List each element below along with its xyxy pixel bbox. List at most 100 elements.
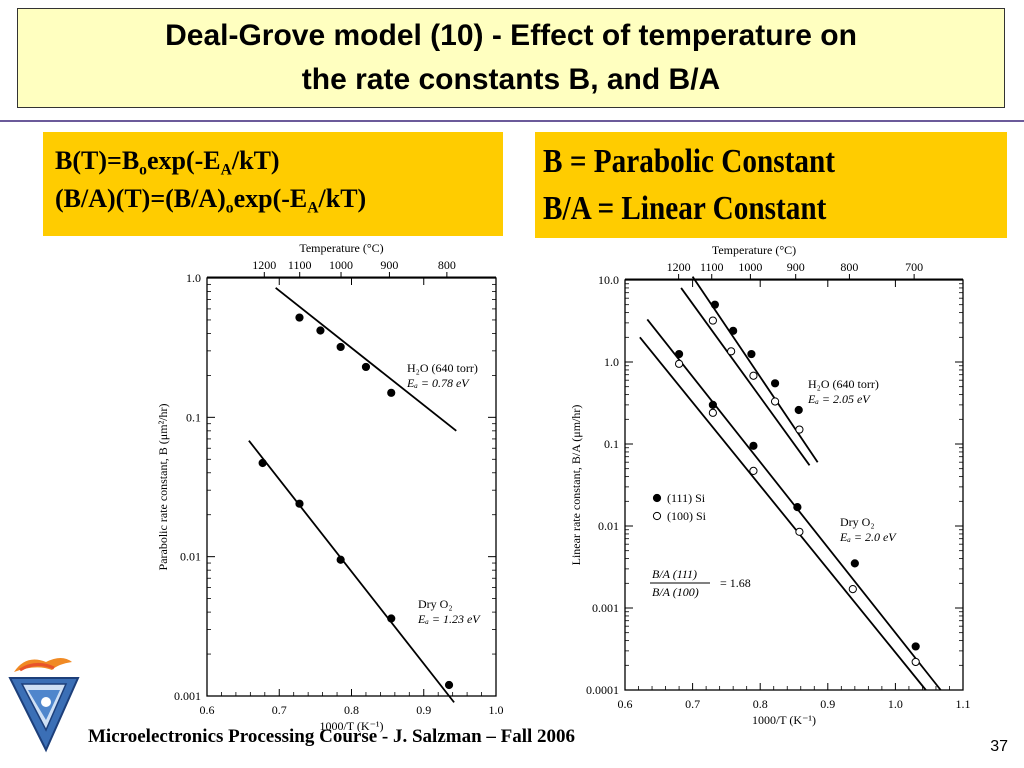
y-tick-label: 1.0 [604, 355, 619, 369]
data-point-open [708, 316, 717, 325]
title-line-1: Deal-Grove model (10) - Effect of temper… [165, 19, 857, 52]
data-point-filled [336, 555, 345, 564]
data-point-filled [794, 405, 803, 415]
slide-number: 37 [990, 738, 1008, 755]
top-tick-label: 1100 [700, 260, 724, 274]
series-annotation-energy: Eₐ = 2.0 eV [839, 530, 897, 544]
x-tick-label: 1.0 [489, 703, 504, 717]
y-axis-label: Parabolic rate constant, B (μm²/hr) [156, 404, 170, 571]
top-tick-label: 1200 [252, 258, 276, 272]
fit-line [248, 440, 455, 703]
data-point-open [848, 585, 857, 594]
top-tick-label: 900 [380, 258, 398, 272]
equation-b: B(T)=Boexp(-EA/kT) [55, 142, 503, 180]
top-tick-label: 1000 [738, 260, 762, 274]
equations-box: B(T)=Boexp(-EA/kT) (B/A)(T)=(B/A)oexp(-E… [43, 132, 503, 236]
y-tick-label: 0.1 [604, 437, 619, 451]
data-point-filled [444, 680, 454, 690]
data-point-filled [747, 349, 756, 359]
technion-logo [6, 650, 82, 754]
definition-linear: B/A = Linear Constant [543, 190, 827, 227]
y-tick-label: 10.0 [598, 273, 619, 287]
top-axis-label: Temperature (°C) [712, 243, 796, 257]
top-tick-label: 900 [787, 260, 805, 274]
chart-parabolic-rate: 0.6 0.7 0.8 0.9 1.0 1.0 0.1 0.01 0.001 1200 1100 10… [156, 241, 504, 733]
data-point-open [795, 527, 804, 536]
x-axis-label: 1000/T (K⁻¹) [319, 719, 383, 733]
y-tick-label: 0.01 [180, 550, 201, 564]
series-annotation: Dry O₂ [840, 515, 875, 529]
series-annotation-energy: Eₐ = 1.23 eV [417, 612, 481, 626]
ratio-denominator: B/A (100) [652, 585, 699, 599]
footer-text: Microelectronics Processing Course - J. … [88, 726, 576, 747]
eq2-part-c: /kT) [318, 184, 367, 213]
x-tick-label: 0.7 [272, 703, 287, 717]
data-point-open [911, 657, 920, 667]
x-tick-label: 1.1 [956, 697, 971, 711]
definitions-box: B = Parabolic Constant B/A = Linear Cons… [535, 132, 1007, 238]
divider [0, 120, 1024, 122]
data-point-open [674, 359, 684, 368]
y-axis-label: Linear rate constant, B/A (μm/hr) [569, 405, 583, 566]
slide-title: Deal-Grove model (10) - Effect of temper… [17, 8, 1005, 108]
fit-line [646, 318, 942, 691]
eq2-part-b: exp(-E [233, 184, 308, 213]
data-point-filled [258, 458, 267, 468]
eq1-part-a: B(T)=B [55, 146, 140, 175]
data-point-open [749, 371, 758, 380]
equation-ba: (B/A)(T)=(B/A)oexp(-EA/kT) [55, 180, 503, 218]
x-tick-label: 0.9 [416, 703, 431, 717]
top-tick-label: 800 [438, 258, 456, 272]
x-tick-label: 0.8 [344, 703, 359, 717]
data-point-filled [710, 300, 720, 309]
data-point-open [708, 408, 717, 417]
top-tick-label: 1200 [667, 260, 691, 274]
ratio-value: = 1.68 [720, 576, 751, 590]
y-tick-label: 0.1 [186, 410, 201, 424]
top-tick-label: 1000 [329, 258, 353, 272]
data-point-filled [316, 326, 325, 335]
series-annotation: H₂O (640 torr) [808, 377, 879, 391]
title-text: Deal-Grove model (10) - Effect of temper… [165, 14, 857, 102]
series-annotation: Dry O₂ [418, 597, 453, 611]
data-point-open [749, 466, 758, 475]
data-point-filled [793, 503, 802, 512]
legend-label-111: (111) Si [667, 491, 706, 505]
series-annotation-energy: Eₐ = 2.05 eV [807, 392, 871, 406]
y-tick-label: 1.0 [186, 271, 201, 285]
y-tick-label: 0.001 [592, 601, 619, 615]
data-point-open [795, 425, 804, 434]
plot-frame [206, 277, 497, 697]
series-annotation: H₂O (640 torr) [407, 361, 478, 375]
plot-frame [624, 279, 964, 691]
x-tick-label: 0.8 [753, 697, 768, 711]
eq1-sub-o: o [139, 161, 147, 179]
data-point-filled [387, 388, 396, 397]
x-tick-label: 0.6 [618, 697, 633, 711]
y-tick-label: 0.01 [598, 519, 619, 533]
legend-label-100: (100) Si [667, 509, 707, 523]
chart-linear-rate: 0.6 0.7 0.8 0.9 1.0 1.1 10.0 1.0 0.1 0.01 0.001 0.0… [569, 243, 971, 727]
y-tick-label: 0.0001 [586, 683, 619, 697]
x-tick-label: 1.0 [888, 697, 903, 711]
title-line-2: the rate constants B, and B/A [301, 63, 721, 96]
data-point-filled [387, 614, 396, 623]
data-point-filled [850, 559, 859, 568]
legend-marker-111 [652, 493, 662, 503]
eq2-sub-o: o [225, 199, 234, 217]
data-point-filled [295, 499, 304, 508]
ratio-numerator: B/A (111) [652, 567, 697, 581]
top-tick-label: 1100 [288, 258, 312, 272]
legend-marker-100 [652, 511, 662, 521]
definition-parabolic: B = Parabolic Constant [543, 143, 836, 180]
top-tick-label: 700 [905, 260, 923, 274]
eq2-sub-a: A [307, 199, 319, 217]
data-point-open [770, 397, 780, 406]
data-point-filled [770, 379, 780, 388]
fit-line [639, 336, 927, 691]
eq2-part-a: (B/A)(T)=(B/A) [55, 184, 226, 213]
eq1-part-b: exp(-E [146, 146, 221, 175]
x-tick-label: 0.9 [820, 697, 835, 711]
fit-line [680, 287, 811, 466]
top-axis-label: Temperature (°C) [299, 241, 383, 255]
